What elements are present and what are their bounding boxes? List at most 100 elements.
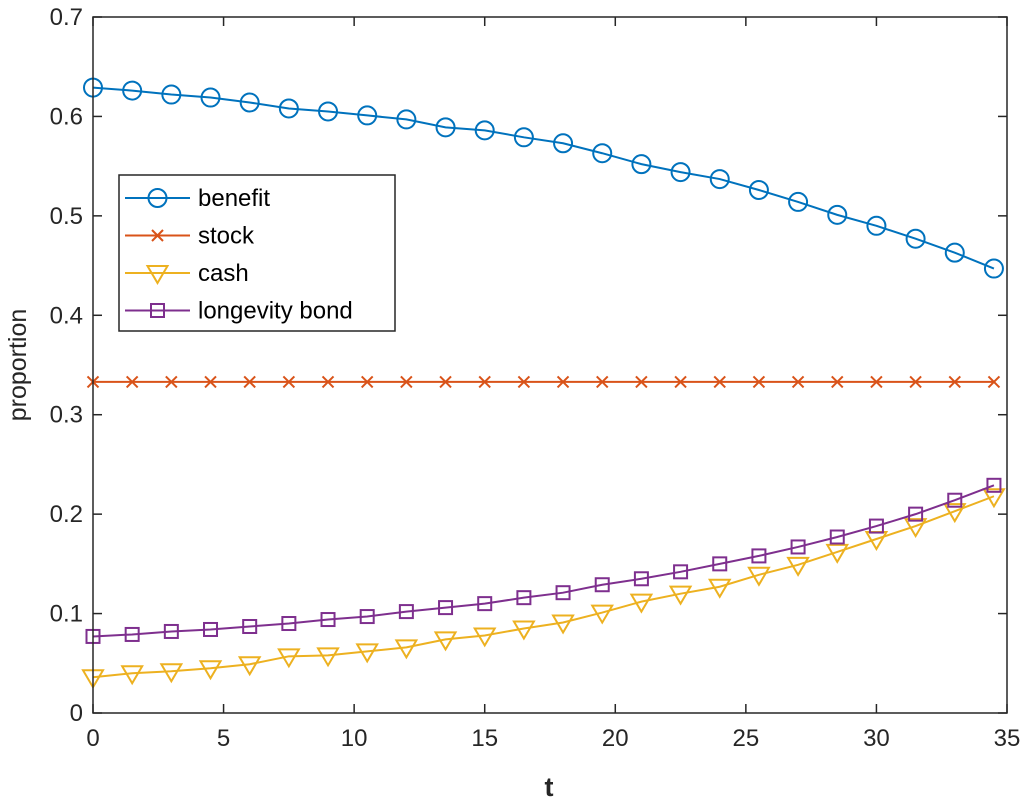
data-point-cash bbox=[590, 604, 614, 625]
data-point-stock bbox=[635, 375, 648, 389]
series-longevity-bond bbox=[85, 477, 1002, 644]
data-point-stock bbox=[360, 375, 374, 389]
x-tick-label: 20 bbox=[602, 725, 629, 752]
marker-stroke bbox=[478, 375, 491, 389]
data-point-stock bbox=[478, 375, 491, 389]
data-point-cash bbox=[433, 631, 458, 652]
data-point-benefit bbox=[709, 169, 730, 190]
marker-stroke bbox=[439, 375, 452, 389]
data-point-stock bbox=[870, 375, 883, 389]
data-point-longevity-bond bbox=[673, 564, 689, 580]
data-point-longevity-bond bbox=[124, 626, 140, 642]
data-point-cash bbox=[512, 620, 536, 641]
data-point-benefit bbox=[670, 162, 691, 183]
data-point-stock bbox=[596, 375, 609, 389]
data-point-benefit bbox=[122, 80, 143, 101]
y-tick-label: 0.5 bbox=[50, 203, 83, 230]
data-point-longevity-bond bbox=[594, 577, 610, 593]
legend-entry-stock: stock bbox=[125, 223, 255, 250]
data-point-benefit bbox=[827, 204, 848, 225]
legend-label-longevity-bond: longevity bond bbox=[198, 298, 353, 325]
x-tick-label: 10 bbox=[341, 725, 368, 752]
legend-label-stock: stock bbox=[198, 223, 255, 250]
ticks-layer: 0 5 10 15 20 25 30 35 0 0.1 0.2 0.3 0.4 0.5 0.6 0.7 bbox=[50, 4, 1021, 752]
data-point-benefit bbox=[200, 87, 221, 108]
data-point-benefit bbox=[318, 101, 339, 122]
series-benefit bbox=[83, 77, 1004, 279]
legend-label-benefit: benefit bbox=[198, 185, 270, 212]
marker-stroke bbox=[713, 375, 726, 389]
marker-stroke bbox=[321, 375, 335, 389]
data-point-cash bbox=[825, 543, 850, 564]
series-layer bbox=[81, 77, 1006, 690]
data-point-benefit bbox=[239, 92, 260, 113]
marker-stroke bbox=[556, 375, 570, 389]
legend-entry-benefit: benefit bbox=[125, 185, 270, 212]
data-point-longevity-bond bbox=[555, 585, 571, 601]
legend-label-cash: cash bbox=[198, 260, 249, 287]
data-point-stock bbox=[517, 375, 531, 389]
data-point-longevity-bond bbox=[242, 618, 258, 634]
data-point-longevity-bond bbox=[868, 518, 884, 534]
data-point-stock bbox=[556, 375, 570, 389]
marker-stroke bbox=[674, 375, 687, 389]
data-point-stock bbox=[165, 375, 178, 389]
data-point-longevity-bond bbox=[359, 609, 375, 625]
legend: benefit stock cash longevity bond bbox=[118, 174, 396, 332]
data-point-stock bbox=[791, 375, 805, 389]
marker-stroke bbox=[752, 375, 766, 389]
data-point-stock bbox=[948, 375, 961, 389]
data-point-benefit bbox=[944, 242, 965, 263]
legend-marker-stock bbox=[151, 229, 164, 242]
data-point-cash bbox=[237, 656, 262, 677]
data-point-longevity-bond bbox=[790, 539, 806, 555]
y-tick-label: 0.7 bbox=[50, 4, 83, 31]
data-point-benefit bbox=[396, 109, 417, 130]
data-point-cash bbox=[786, 556, 810, 577]
marker-stroke bbox=[635, 375, 648, 389]
data-point-benefit bbox=[592, 143, 613, 164]
x-tick-label: 30 bbox=[863, 725, 890, 752]
marker-stroke bbox=[948, 375, 961, 389]
marker-stroke bbox=[165, 375, 178, 389]
y-tick-label: 0.4 bbox=[50, 302, 83, 329]
data-point-benefit bbox=[435, 117, 456, 138]
data-point-longevity-bond bbox=[203, 621, 219, 637]
data-point-cash bbox=[943, 503, 967, 524]
x-tick-label: 15 bbox=[471, 725, 498, 752]
x-tick-label: 25 bbox=[733, 725, 760, 752]
data-point-cash bbox=[198, 660, 223, 681]
data-point-cash bbox=[982, 488, 1006, 509]
y-tick-label: 0.6 bbox=[50, 103, 83, 130]
legend-marker-cash bbox=[145, 265, 170, 285]
data-point-benefit bbox=[474, 120, 495, 141]
data-point-benefit bbox=[553, 133, 574, 154]
data-point-longevity-bond bbox=[908, 506, 924, 522]
y-tick-label: 0 bbox=[70, 700, 83, 727]
x-tick-label: 35 bbox=[994, 725, 1021, 752]
data-point-stock bbox=[282, 375, 296, 389]
marker-stroke bbox=[596, 375, 609, 389]
y-tick-label: 0.1 bbox=[50, 601, 83, 628]
marker-stroke bbox=[870, 375, 883, 389]
legend-marker-benefit bbox=[147, 188, 168, 208]
y-axis-label: proportion bbox=[4, 309, 32, 422]
marker-stroke bbox=[204, 375, 217, 389]
data-point-longevity-bond bbox=[438, 600, 454, 616]
x-tick-label: 5 bbox=[217, 725, 230, 752]
data-point-cash bbox=[159, 663, 184, 684]
data-point-stock bbox=[204, 375, 217, 389]
data-point-stock bbox=[400, 375, 413, 389]
axes-box bbox=[92, 16, 1008, 714]
plot-background bbox=[93, 17, 1007, 713]
data-point-benefit bbox=[788, 191, 809, 212]
marker-stroke bbox=[987, 375, 1001, 389]
data-point-stock bbox=[125, 375, 139, 389]
data-point-benefit bbox=[983, 258, 1004, 279]
data-point-longevity-bond bbox=[712, 556, 728, 572]
data-point-longevity-bond bbox=[320, 612, 336, 628]
marker-stroke bbox=[791, 375, 805, 389]
plot-area bbox=[93, 17, 1007, 713]
data-point-benefit bbox=[161, 84, 182, 105]
